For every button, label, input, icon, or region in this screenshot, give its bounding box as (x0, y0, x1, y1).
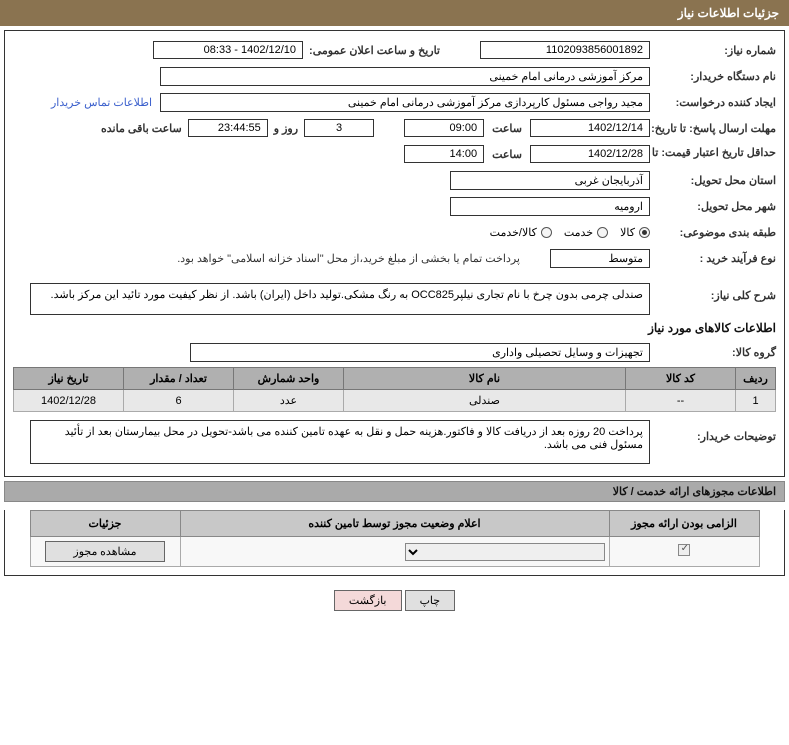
permissions-section-title: اطلاعات مجوزهای ارائه خدمت / کالا (4, 481, 785, 502)
buyer-notes-label: توضیحات خریدار: (656, 420, 776, 443)
announce-field: 1402/12/10 - 08:33 (153, 41, 303, 59)
radio-icon (597, 227, 608, 238)
perm-row: مشاهده مجوز (30, 537, 759, 567)
reply-deadline-label: مهلت ارسال پاسخ: تا تاریخ: (656, 122, 776, 135)
buyer-field: مرکز آموزشی درمانی امام خمینی (160, 67, 650, 86)
col-unit: واحد شمارش (234, 368, 344, 390)
radio-goods[interactable]: کالا (620, 226, 650, 239)
table-row: 1 -- صندلی عدد 6 1402/12/28 (14, 390, 776, 412)
payment-note: پرداخت تمام یا بخشی از مبلغ خرید،از محل … (177, 252, 520, 265)
description-field: صندلی چرمی بدون چرخ با نام تجاری نیلپرOC… (30, 283, 650, 315)
cell-row: 1 (736, 390, 776, 412)
announce-label: تاریخ و ساعت اعلان عمومی: (309, 44, 440, 57)
perm-col-status: اعلام وضعیت مجوز توسط تامین کننده (180, 511, 609, 537)
goods-table: ردیف کد کالا نام کالا واحد شمارش تعداد /… (13, 367, 776, 412)
time-label-2: ساعت (492, 148, 522, 161)
days-field: 3 (304, 119, 374, 137)
col-date: تاریخ نیاز (14, 368, 124, 390)
goods-group-field: تجهیزات و وسایل تحصیلی واداری (190, 343, 650, 362)
validity-time-field: 14:00 (404, 145, 484, 163)
goods-group-label: گروه کالا: (656, 346, 776, 359)
radio-icon (541, 227, 552, 238)
radio-service[interactable]: خدمت (564, 226, 608, 239)
province-field: آذربایجان غربی (450, 171, 650, 190)
cell-code: -- (626, 390, 736, 412)
view-permit-button[interactable]: مشاهده مجوز (45, 541, 165, 562)
validity-label: حداقل تاریخ اعتبار قیمت: تا تاریخ: (656, 147, 776, 160)
subject-radio-group: کالا خدمت کالا/خدمت (490, 226, 650, 239)
cell-qty: 6 (124, 390, 234, 412)
validity-date-field: 1402/12/28 (530, 145, 650, 163)
permissions-table: الزامی بودن ارائه مجوز اعلام وضعیت مجوز … (30, 510, 760, 567)
permissions-panel: الزامی بودن ارائه مجوز اعلام وضعیت مجوز … (4, 510, 785, 576)
cell-name: صندلی (344, 390, 626, 412)
description-label: شرح کلی نیاز: (656, 283, 776, 302)
page-title: جزئیات اطلاعات نیاز (0, 0, 789, 26)
goods-section-title: اطلاعات کالاهای مورد نیاز (13, 321, 776, 335)
contact-buyer-link[interactable]: اطلاعات تماس خریدار (51, 96, 152, 109)
radio-icon (639, 227, 650, 238)
col-row: ردیف (736, 368, 776, 390)
col-name: نام کالا (344, 368, 626, 390)
radio-service-label: خدمت (564, 226, 593, 239)
purchase-type-field: متوسط (550, 249, 650, 268)
reply-time-field: 09:00 (404, 119, 484, 137)
back-button[interactable]: بازگشت (334, 590, 402, 611)
need-number-field: 1102093856001892 (480, 41, 650, 59)
days-and-label: روز و (274, 122, 298, 135)
required-checkbox[interactable] (678, 544, 690, 556)
perm-col-detail: جزئیات (30, 511, 180, 537)
status-select[interactable] (405, 543, 605, 561)
city-label: شهر محل تحویل: (656, 200, 776, 213)
reply-date-field: 1402/12/14 (530, 119, 650, 137)
print-button[interactable]: چاپ (405, 590, 456, 611)
col-qty: تعداد / مقدار (124, 368, 234, 390)
remaining-label: ساعت باقی مانده (101, 122, 182, 135)
purchase-type-label: نوع فرآیند خرید : (656, 252, 776, 265)
buyer-notes-field: پرداخت 20 روزه بعد از دریافت کالا و فاکت… (30, 420, 650, 464)
col-code: کد کالا (626, 368, 736, 390)
countdown-field: 23:44:55 (188, 119, 268, 137)
need-number-label: شماره نیاز: (656, 44, 776, 57)
radio-goods-label: کالا (620, 226, 635, 239)
cell-date: 1402/12/28 (14, 390, 124, 412)
footer-buttons: چاپ بازگشت (0, 580, 789, 621)
radio-both-label: کالا/خدمت (490, 226, 537, 239)
subject-class-label: طبقه بندی موضوعی: (656, 226, 776, 239)
time-label-1: ساعت (492, 122, 522, 135)
province-label: استان محل تحویل: (656, 174, 776, 187)
perm-col-required: الزامی بودن ارائه مجوز (609, 511, 759, 537)
creator-field: مجید رواجی مسئول کارپردازی مرکز آموزشی د… (160, 93, 650, 112)
main-panel: شماره نیاز: 1102093856001892 تاریخ و ساع… (4, 30, 785, 477)
cell-unit: عدد (234, 390, 344, 412)
creator-label: ایجاد کننده درخواست: (656, 96, 776, 109)
radio-both[interactable]: کالا/خدمت (490, 226, 552, 239)
city-field: ارومیه (450, 197, 650, 216)
buyer-label: نام دستگاه خریدار: (656, 70, 776, 83)
